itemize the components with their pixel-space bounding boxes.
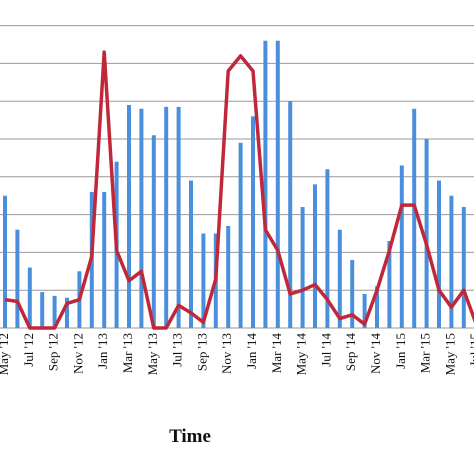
bar (288, 101, 293, 328)
bar (139, 108, 144, 328)
bar (275, 40, 280, 328)
bar (226, 225, 231, 328)
x-tick-label: Mar '13 (120, 333, 135, 373)
bar (412, 108, 417, 328)
bar (15, 229, 20, 328)
bar (461, 207, 466, 328)
bar (337, 229, 342, 328)
x-tick-label: May '13 (145, 333, 160, 375)
x-tick-label: May '12 (0, 333, 11, 375)
x-tick-label: May '14 (294, 333, 309, 376)
x-tick-label: Jul '15 (467, 333, 474, 367)
x-tick-label: Sep '12 (46, 333, 61, 371)
bar (375, 286, 379, 328)
bar (362, 293, 367, 328)
bar (263, 40, 268, 328)
line (4, 50, 474, 330)
x-tick-label: Jan '15 (393, 333, 408, 369)
x-tick-label: Nov '13 (219, 333, 234, 374)
bar (52, 295, 57, 328)
x-tick-label: Jul '13 (170, 333, 185, 367)
bar (251, 116, 255, 328)
bar (437, 180, 441, 328)
bar (176, 106, 181, 329)
bar (102, 191, 107, 328)
bar (27, 267, 32, 328)
bar (127, 104, 131, 328)
x-tick-label: Nov '12 (70, 333, 85, 374)
bar (325, 169, 330, 328)
bar (164, 106, 169, 329)
x-tick-label: Jul '12 (21, 333, 36, 367)
bar (449, 195, 454, 328)
x-tick-label: Jul '14 (318, 333, 333, 367)
bar (350, 259, 355, 328)
x-tick-label: Mar '14 (269, 333, 284, 374)
x-tick-label: May '15 (442, 333, 457, 375)
bar (300, 207, 305, 328)
bar (40, 292, 45, 328)
x-tick-label: Jan '13 (95, 333, 110, 369)
bar (65, 297, 69, 328)
x-tick-label: Sep '14 (343, 333, 358, 372)
x-tick-label: Nov '14 (368, 333, 383, 374)
bar (3, 195, 7, 328)
bar (238, 142, 243, 328)
x-tick-label: Jan '14 (244, 333, 259, 369)
bar (201, 233, 206, 328)
x-tick-label: Sep '13 (194, 333, 209, 371)
bar (151, 135, 156, 328)
bar (387, 241, 392, 328)
bar (399, 165, 404, 328)
bar (189, 180, 193, 328)
x-tick-label: Mar '15 (418, 333, 433, 373)
bar (424, 139, 429, 328)
bar (313, 184, 317, 328)
x-axis-title: Time (169, 426, 211, 447)
